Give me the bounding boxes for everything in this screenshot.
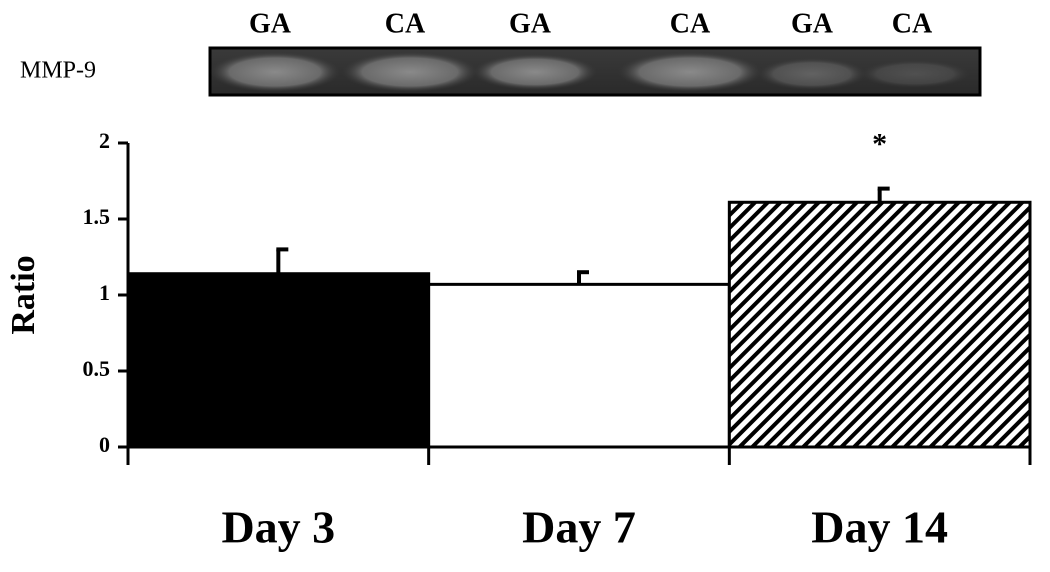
lane-label: CA bbox=[892, 8, 933, 39]
y-tick-label: 2 bbox=[99, 128, 110, 153]
y-tick-label: 1.5 bbox=[83, 204, 111, 229]
y-tick-label: 0 bbox=[99, 432, 110, 457]
blot-label: MMP-9 bbox=[20, 58, 96, 84]
lane-label: GA bbox=[509, 8, 552, 39]
blot-band bbox=[860, 60, 970, 88]
lane-label: GA bbox=[249, 8, 292, 39]
annotation: * bbox=[872, 127, 887, 160]
blot-band bbox=[342, 52, 478, 92]
x-tick-label: Day 3 bbox=[221, 502, 335, 553]
y-tick-label: 1 bbox=[99, 280, 110, 305]
x-tick-label: Day 14 bbox=[811, 502, 948, 553]
y-tick-label: 0.5 bbox=[83, 356, 111, 381]
x-tick-label: Day 7 bbox=[522, 502, 636, 553]
lane-label: CA bbox=[385, 8, 426, 39]
blot-band bbox=[473, 54, 597, 90]
blot bbox=[208, 46, 982, 97]
bar bbox=[727, 200, 1032, 449]
lane-label: CA bbox=[670, 8, 711, 39]
bar bbox=[427, 282, 731, 449]
y-axis-label: Ratio bbox=[5, 255, 42, 334]
blot-band bbox=[618, 52, 762, 92]
blot-band bbox=[210, 52, 340, 92]
bar bbox=[126, 272, 431, 449]
lane-label: GA bbox=[791, 8, 834, 39]
blot-band bbox=[757, 58, 867, 90]
